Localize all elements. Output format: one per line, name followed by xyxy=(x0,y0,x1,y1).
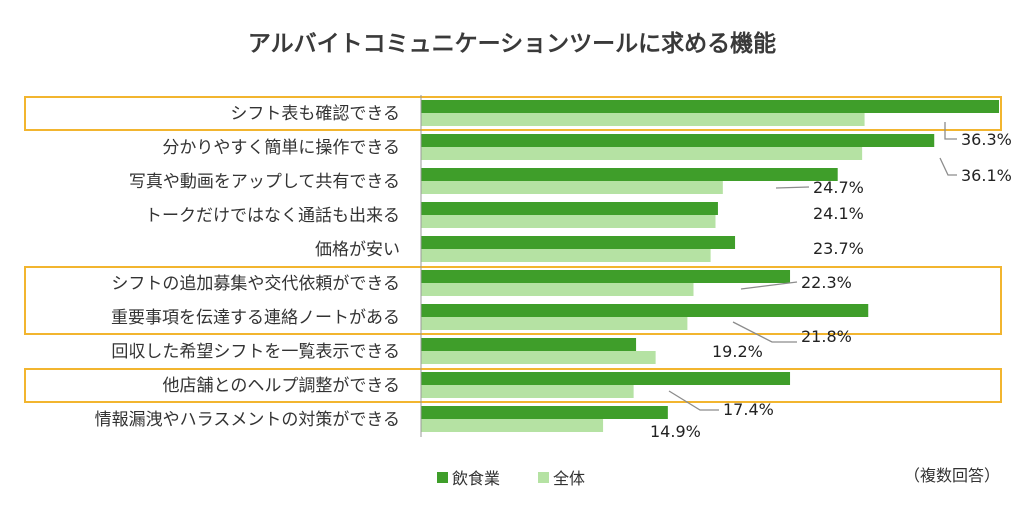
bar-overall-0 xyxy=(421,113,865,126)
bar-overall-4 xyxy=(421,249,711,262)
bar-overall-2 xyxy=(421,181,723,194)
bar-overall-5 xyxy=(421,283,694,296)
leader-line-2 xyxy=(775,186,810,189)
value-label-6: 21.8% xyxy=(801,327,852,346)
highlight-boxes xyxy=(24,96,1002,403)
bar-overall-3 xyxy=(421,215,716,228)
category-label-4: 価格が安い xyxy=(315,240,400,260)
category-label-8: 他店舗とのヘルプ調整ができる xyxy=(163,376,401,396)
category-label-2: 写真や動画をアップして共有できる xyxy=(129,172,400,192)
category-label-7: 回収した希望シフトを一覧表示できる xyxy=(111,342,400,362)
bar-food-7 xyxy=(421,338,637,351)
bar-food-4 xyxy=(421,236,736,249)
legend-swatch-food xyxy=(437,472,448,483)
leader-line-8 xyxy=(668,390,719,411)
bar-overall-8 xyxy=(421,385,634,398)
highlight-box-0 xyxy=(24,96,1002,131)
bar-food-5 xyxy=(421,270,791,283)
bar-overall-1 xyxy=(421,147,863,160)
highlight-box-2 xyxy=(24,368,1002,403)
bars xyxy=(421,100,999,432)
bar-food-0 xyxy=(421,100,999,113)
bar-food-3 xyxy=(421,202,718,215)
value-label-2: 24.7% xyxy=(813,178,864,197)
value-label-9: 14.9% xyxy=(650,422,701,441)
leader-line-6 xyxy=(732,321,797,343)
category-label-6: 重要事項を伝達する連絡ノートがある xyxy=(111,308,400,328)
value-label-7: 19.2% xyxy=(712,342,763,361)
multiple-answer-note: （複数回答） xyxy=(904,466,1000,485)
value-label-4: 23.7% xyxy=(813,239,864,258)
category-labels: シフト表も確認できる分かりやすく簡単に操作できる写真や動画をアップして共有できる… xyxy=(95,104,400,430)
value-labels: 36.3% 36.1% 24.7% 24.1% 23.7% 22.3% 21.8% 19.2%… xyxy=(650,130,1012,441)
leader-lines xyxy=(668,122,957,411)
legend-swatch-overall xyxy=(538,472,549,483)
legend-label-overall: 全体 xyxy=(553,469,585,488)
category-label-3: トークだけではなく通話も出来る xyxy=(145,206,400,226)
legend-label-food: 飲食業 xyxy=(452,469,500,488)
bar-overall-6 xyxy=(421,317,688,330)
chart-title: アルバイトコミュニケーションツールに求める機能 xyxy=(248,30,776,57)
value-label-8: 17.4% xyxy=(723,400,774,419)
bar-overall-7 xyxy=(421,351,656,364)
category-label-9: 情報漏洩やハラスメントの対策ができる xyxy=(95,410,400,430)
leader-line-1 xyxy=(939,157,957,176)
bar-food-6 xyxy=(421,304,869,317)
category-label-0: シフト表も確認できる xyxy=(230,104,400,124)
category-label-1: 分かりやすく簡単に操作できる xyxy=(162,138,400,158)
leader-line-0 xyxy=(944,122,957,140)
bar-food-9 xyxy=(421,406,668,419)
value-label-1: 36.1% xyxy=(961,166,1012,185)
value-label-0: 36.3% xyxy=(961,130,1012,149)
bar-overall-9 xyxy=(421,419,604,432)
value-label-5: 22.3% xyxy=(801,273,852,292)
category-label-5: シフトの追加募集や交代依頼ができる xyxy=(111,274,400,294)
bar-food-1 xyxy=(421,134,935,147)
value-label-3: 24.1% xyxy=(813,204,864,223)
highlight-box-1 xyxy=(24,266,1002,335)
bar-food-2 xyxy=(421,168,838,181)
legend: 飲食業 全体 xyxy=(437,469,585,488)
bar-food-8 xyxy=(421,372,791,385)
leader-line-5 xyxy=(740,281,798,290)
